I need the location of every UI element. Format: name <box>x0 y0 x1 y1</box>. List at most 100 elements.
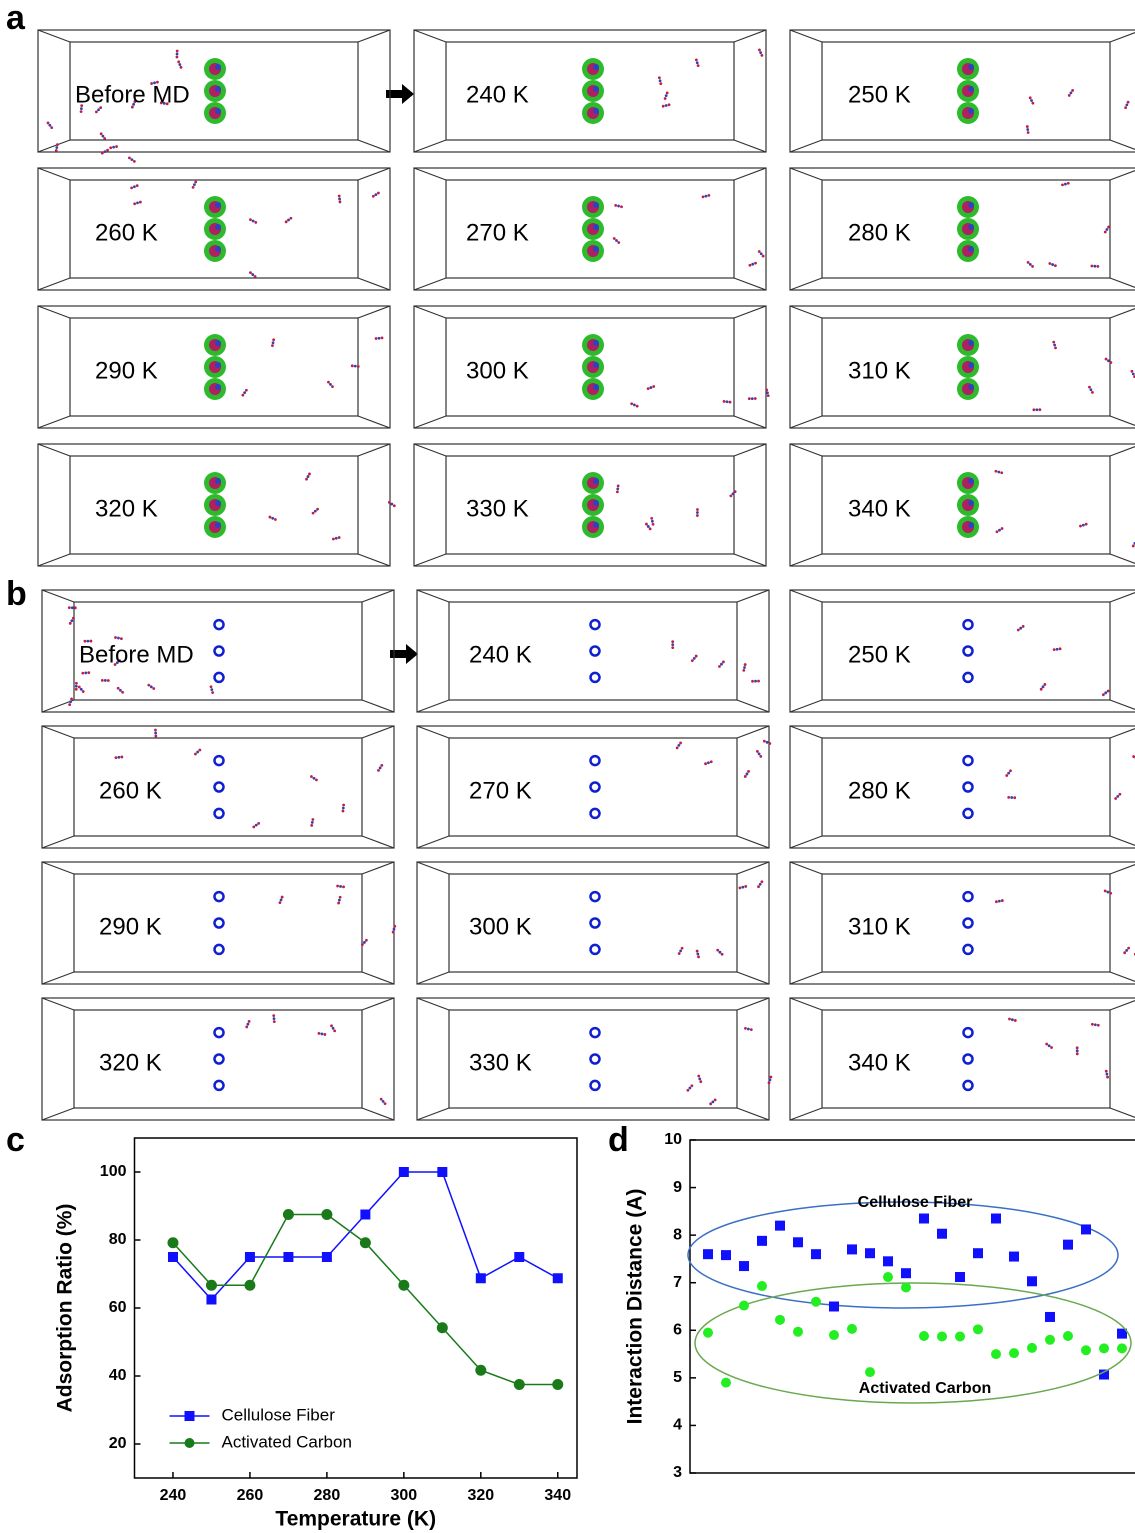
frame-edge <box>1110 726 1135 738</box>
molecule-atom <box>1071 89 1074 92</box>
snapshot-label: 300 K <box>469 913 532 940</box>
molecule-atom <box>633 404 636 407</box>
molecule-atom <box>380 764 383 767</box>
molecule-atom <box>1001 899 1004 902</box>
carbon-ring <box>591 945 600 954</box>
molecule-atom <box>650 386 653 389</box>
frame-edge <box>790 700 822 712</box>
frame-edge <box>38 278 70 290</box>
molecule-atom <box>1029 96 1032 99</box>
data-point <box>883 1256 893 1266</box>
frame-edge <box>42 1108 74 1120</box>
frame-edge <box>737 836 769 848</box>
molecule-atom <box>285 220 288 223</box>
molecule-atom <box>339 896 342 899</box>
molecule-atom <box>616 487 619 490</box>
data-point <box>244 1280 255 1291</box>
frame-edge <box>358 416 390 428</box>
molecule-atom <box>55 146 58 149</box>
molecule-atom <box>1105 1073 1108 1076</box>
fiber-core <box>593 384 599 390</box>
molecule-atom <box>757 885 760 888</box>
fiber-core <box>593 362 599 368</box>
snapshot-box <box>42 726 394 848</box>
molecule-atom <box>698 1077 701 1080</box>
carbon-ring <box>215 647 224 656</box>
carbon-ring <box>964 919 973 928</box>
molecule-atom <box>388 501 391 504</box>
carbon-ring <box>591 809 600 818</box>
molecule-atom <box>101 152 104 155</box>
molecule-atom <box>75 688 78 691</box>
molecule-atom <box>659 82 662 85</box>
molecule-atom <box>365 939 368 942</box>
molecule-atom <box>1070 92 1073 95</box>
molecule-atom <box>1042 685 1045 688</box>
data-point <box>973 1324 983 1334</box>
molecule-atom <box>1013 796 1016 799</box>
molecule-atom <box>287 219 290 222</box>
molecule-atom <box>1076 1049 1079 1052</box>
molecule-atom <box>72 617 75 620</box>
molecule-atom <box>768 1081 771 1084</box>
molecule-atom <box>697 955 700 958</box>
carbon-ring <box>591 892 600 901</box>
molecule-atom <box>1107 690 1110 693</box>
data-point <box>1009 1252 1019 1262</box>
molecule-atom <box>210 688 213 691</box>
frame-edge <box>362 1108 394 1120</box>
molecule-atom <box>696 61 699 64</box>
x-tick-label: 240 <box>160 1487 187 1504</box>
molecule-atom <box>323 1033 326 1036</box>
data-point <box>703 1249 713 1259</box>
molecule-atom <box>71 606 74 609</box>
group-label: Activated Carbon <box>859 1380 991 1397</box>
snapshot-label: 290 K <box>99 913 162 940</box>
fiber-core <box>593 340 599 346</box>
frame-edge <box>358 30 390 42</box>
molecule-atom <box>744 775 747 778</box>
y-axis-label: Adsorption Ratio (%) <box>54 1204 77 1413</box>
molecule-atom <box>671 643 674 646</box>
molecule-atom <box>147 684 150 687</box>
carbon-ring <box>215 945 224 954</box>
carbon-ring <box>591 783 600 792</box>
molecule-atom <box>337 902 340 905</box>
molecule-atom <box>1107 226 1110 229</box>
molecule-atom <box>668 103 671 106</box>
molecule-atom <box>770 1076 773 1079</box>
molecule-atom <box>100 132 103 135</box>
molecule-atom <box>760 880 763 883</box>
molecule-atom <box>751 397 754 400</box>
frame-edge <box>362 862 394 874</box>
data-point <box>865 1248 875 1258</box>
molecule-atom <box>1107 891 1110 894</box>
carbon-ring <box>591 756 600 765</box>
frame-edge <box>1110 306 1135 318</box>
molecule-atom <box>104 679 107 682</box>
molecule-atom <box>1116 795 1119 798</box>
molecule-atom <box>313 777 316 780</box>
carbon-ring <box>964 783 973 792</box>
molecule-atom <box>1064 183 1067 186</box>
molecule-atom <box>716 949 719 952</box>
molecule-atom <box>1085 523 1088 526</box>
molecule-atom <box>1091 391 1094 394</box>
molecule-atom <box>154 735 157 738</box>
outer-frame <box>42 862 394 984</box>
data-point <box>206 1295 216 1305</box>
molecule-atom <box>1105 358 1108 361</box>
molecule-atom <box>252 220 255 223</box>
molecule-atom <box>305 478 308 481</box>
carbon-ring <box>964 892 973 901</box>
molecule-atom <box>119 689 122 692</box>
data-point <box>901 1268 911 1278</box>
molecule-atom <box>747 770 750 773</box>
molecule-atom <box>707 761 710 764</box>
frame-edge <box>358 554 390 566</box>
molecule-atom <box>615 239 618 242</box>
molecule-atom <box>697 64 700 67</box>
carbon-ring <box>215 1028 224 1037</box>
molecule-atom <box>152 687 155 690</box>
frame-edge <box>362 700 394 712</box>
